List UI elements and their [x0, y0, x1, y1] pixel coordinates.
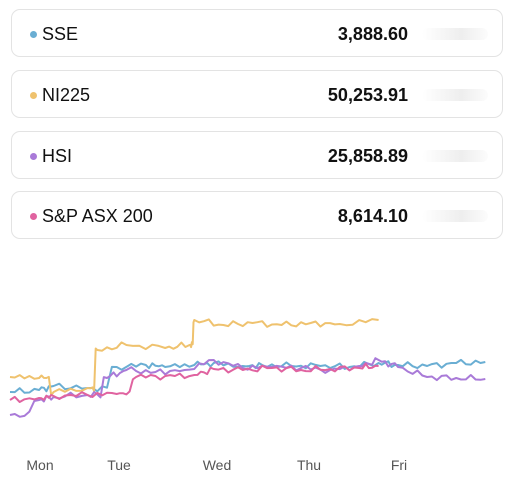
weekly-index-chart[interactable]: Mon Tue Wed Thu Fri	[0, 290, 512, 480]
x-tick-label: Tue	[107, 457, 131, 473]
index-card-sse[interactable]: SSE 3,888.60	[11, 9, 503, 57]
index-card-asx200[interactable]: S&P ASX 200 8,614.10	[11, 191, 503, 239]
asx200-color-dot	[30, 213, 37, 220]
x-tick-label: Thu	[297, 457, 321, 473]
sparkline-placeholder	[422, 150, 488, 162]
index-value: 3,888.60	[337, 24, 408, 44]
ni225-color-dot	[30, 92, 37, 99]
index-name: S&P ASX 200	[42, 206, 153, 226]
x-tick-label: Fri	[391, 457, 407, 473]
series-line-sse	[9, 358, 486, 394]
index-card-ni225[interactable]: NI225 50,253.91	[11, 70, 503, 118]
index-value: 50,253.91	[327, 85, 408, 105]
index-card-hsi[interactable]: HSI 25,858.89	[11, 131, 503, 179]
sparkline-placeholder	[422, 210, 488, 222]
sparkline-placeholder	[422, 89, 488, 101]
x-tick-label: Wed	[203, 457, 232, 473]
index-value: 25,858.89	[327, 146, 408, 166]
x-axis-labels: Mon Tue Wed Thu Fri	[26, 457, 407, 473]
x-tick-label: Mon	[26, 457, 53, 473]
series-line-ni225	[9, 318, 379, 397]
hsi-color-dot	[30, 153, 37, 160]
sse-color-dot	[30, 31, 37, 38]
sparkline-placeholder	[422, 28, 488, 40]
index-name: SSE	[42, 24, 79, 44]
series-layer	[9, 318, 486, 418]
series-line-s-p-asx-200	[9, 362, 379, 403]
index-name: NI225	[42, 85, 91, 105]
index-name: HSI	[42, 146, 73, 166]
index-value: 8,614.10	[337, 206, 408, 226]
